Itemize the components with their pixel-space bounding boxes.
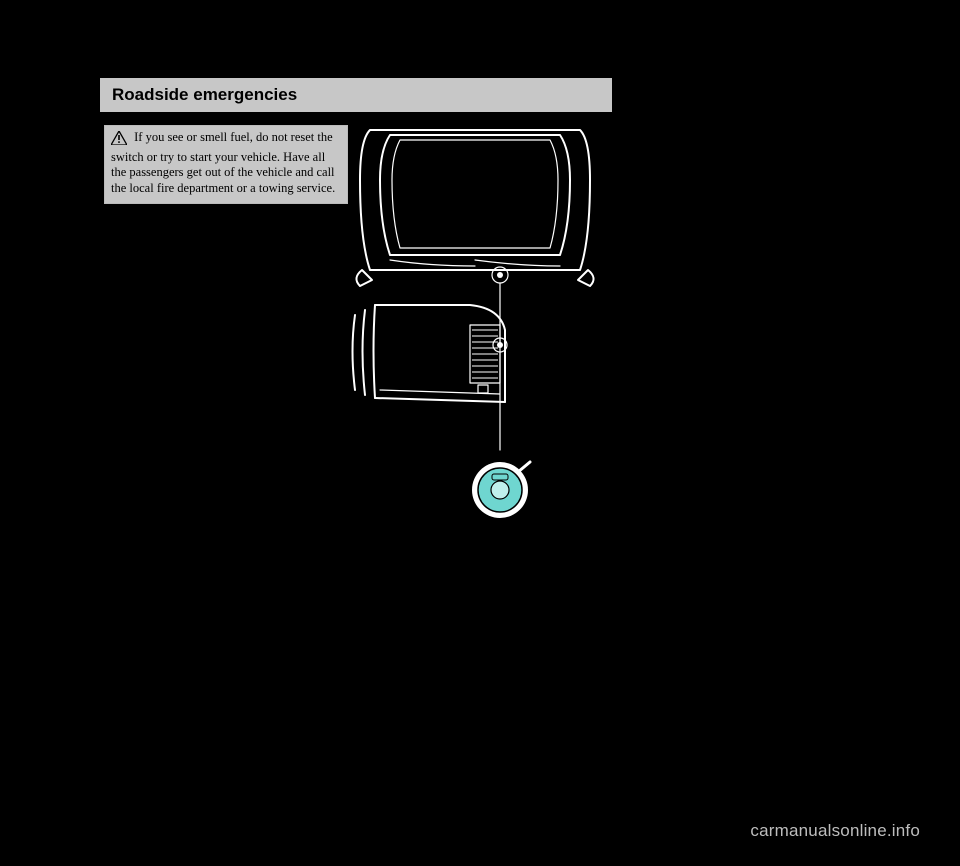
vehicle-fuel-switch-diagram [350, 120, 600, 540]
diagram-svg [350, 120, 600, 540]
vehicle-top-view-icon [356, 130, 593, 345]
crop-mark-right [336, 30, 598, 36]
interior-kickpanel-view-icon [353, 305, 508, 450]
warning-box: If you see or smell fuel, do not reset t… [104, 125, 348, 204]
section-header-bar: Roadside emergencies [100, 78, 612, 112]
warning-triangle-icon [111, 131, 127, 150]
section-title: Roadside emergencies [112, 85, 297, 105]
fuel-reset-switch-closeup-icon [472, 462, 530, 518]
warning-text: If you see or smell fuel, do not reset t… [111, 130, 335, 195]
watermark-text: carmanualsonline.info [750, 821, 920, 841]
crop-mark-left [68, 30, 328, 36]
